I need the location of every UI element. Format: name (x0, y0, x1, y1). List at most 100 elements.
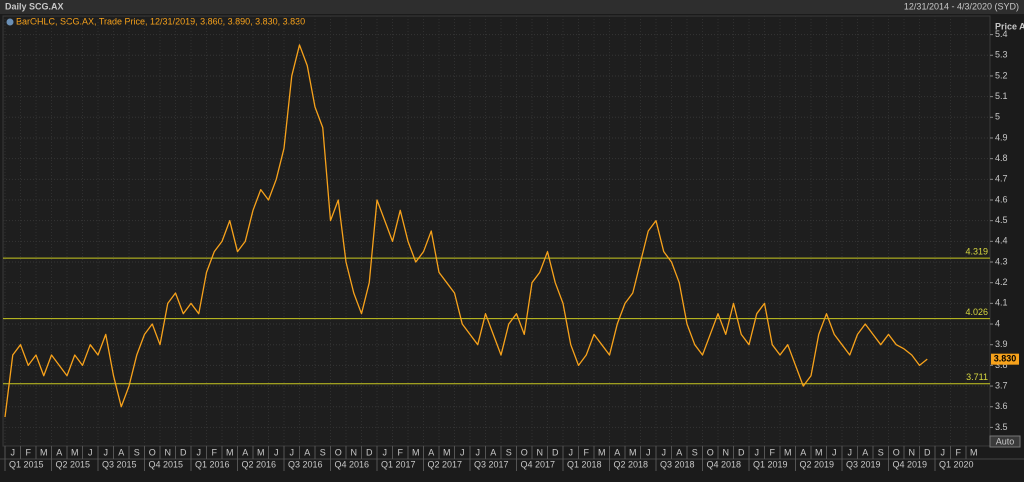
y-tick-label: 4.1 (995, 298, 1008, 308)
last-price-box (991, 353, 1019, 365)
quarter-label: Q2 2019 (800, 459, 835, 469)
x-tick-label: D (552, 447, 559, 457)
quarter-label: Q1 2018 (567, 459, 602, 469)
x-tick-label: J (569, 447, 574, 457)
y-tick-label: 3.5 (995, 422, 1008, 432)
x-tick-label: N (909, 447, 916, 457)
auto-button-label[interactable]: Auto (996, 436, 1015, 446)
quarter-label: Q3 2018 (660, 459, 695, 469)
x-tick-label: J (755, 447, 760, 457)
y-tick-label: 4.5 (995, 215, 1008, 225)
y-tick-label: 4.6 (995, 194, 1008, 204)
x-tick-label: O (893, 447, 900, 457)
x-tick-label: S (134, 447, 140, 457)
x-tick-label: F (584, 447, 590, 457)
quarter-label: Q2 2015 (56, 459, 91, 469)
x-tick-label: S (878, 447, 884, 457)
x-tick-label: J (274, 447, 279, 457)
header-bar (0, 0, 1024, 14)
x-tick-label: F (26, 447, 32, 457)
x-tick-label: M (815, 447, 823, 457)
x-tick-label: F (398, 447, 404, 457)
x-tick-label: M (629, 447, 637, 457)
y-tick-label: 4.2 (995, 277, 1008, 287)
quarter-label: Q3 2019 (846, 459, 881, 469)
y-tick-label: 4.8 (995, 153, 1008, 163)
x-tick-label: M (226, 447, 234, 457)
y-tick-label: 3.6 (995, 401, 1008, 411)
y-tick-label: 5.1 (995, 91, 1008, 101)
date-range: 12/31/2014 - 4/3/2020 (SYD) (904, 1, 1019, 11)
y-tick-label: 4 (995, 318, 1000, 328)
y-tick-label: 3.8 (995, 360, 1008, 370)
x-tick-label: A (676, 447, 682, 457)
x-tick-label: J (11, 447, 16, 457)
x-tick-label: N (165, 447, 172, 457)
reference-label: 3.711 (966, 372, 988, 382)
reference-label: 4.026 (965, 307, 988, 317)
x-tick-label: J (104, 447, 109, 457)
x-tick-label: M (257, 447, 265, 457)
quarter-label: Q1 2016 (195, 459, 230, 469)
x-tick-label: D (366, 447, 373, 457)
quarter-label: Q4 2017 (521, 459, 556, 469)
y-tick-label: 5.2 (995, 70, 1008, 80)
legend-text: BarOHLC, SCG.AX, Trade Price, 12/31/2019… (16, 16, 305, 26)
x-tick-label: S (692, 447, 698, 457)
y-tick-label: 5 (995, 112, 1000, 122)
quarter-label: Q1 2019 (753, 459, 788, 469)
x-tick-label: A (862, 447, 868, 457)
price-line (4, 44, 928, 418)
quarter-label: Q3 2015 (102, 459, 137, 469)
quarter-label: Q1 2017 (381, 459, 416, 469)
x-tick-label: J (832, 447, 837, 457)
x-tick-label: A (490, 447, 496, 457)
x-tick-label: D (180, 447, 187, 457)
y-tick-label: 5.3 (995, 50, 1008, 60)
x-tick-label: S (320, 447, 326, 457)
legend-icon (6, 18, 14, 26)
x-tick-label: D (924, 447, 931, 457)
y-tick-label: 4.7 (995, 174, 1008, 184)
x-tick-label: J (476, 447, 481, 457)
x-tick-label: J (941, 447, 946, 457)
y-tick-label: 4.9 (995, 132, 1008, 142)
y-tick-label: 5.4 (995, 29, 1008, 39)
x-tick-label: J (290, 447, 295, 457)
x-tick-label: N (351, 447, 358, 457)
quarter-label: Q3 2016 (288, 459, 323, 469)
quarter-label: Q2 2017 (428, 459, 463, 469)
x-tick-label: A (304, 447, 310, 457)
x-tick-label: F (956, 447, 962, 457)
x-tick-label: J (646, 447, 651, 457)
y-axis-label: Price AUD (995, 21, 1024, 31)
x-tick-label: F (770, 447, 776, 457)
plot-area (2, 15, 991, 447)
x-tick-label: J (662, 447, 667, 457)
quarter-label: Q2 2018 (614, 459, 649, 469)
x-tick-label: A (800, 447, 806, 457)
x-tick-label: F (212, 447, 218, 457)
x-tick-label: M (970, 447, 978, 457)
x-tick-label: M (784, 447, 792, 457)
chart-title: Daily SCG.AX (5, 1, 64, 11)
x-tick-label: N (537, 447, 544, 457)
x-tick-label: O (149, 447, 156, 457)
x-tick-label: M (443, 447, 451, 457)
quarter-label: Q4 2016 (335, 459, 370, 469)
x-tick-label: M (598, 447, 606, 457)
x-tick-label: S (506, 447, 512, 457)
y-tick-label: 4.4 (995, 236, 1008, 246)
x-tick-label: O (707, 447, 714, 457)
x-tick-label: J (460, 447, 465, 457)
x-tick-label: A (614, 447, 620, 457)
x-tick-label: J (197, 447, 202, 457)
y-tick-label: 3.7 (995, 380, 1008, 390)
reference-label: 4.319 (965, 246, 988, 256)
x-tick-label: M (40, 447, 48, 457)
x-tick-label: O (521, 447, 528, 457)
auto-button[interactable] (989, 435, 1021, 448)
quarter-label: Q4 2015 (149, 459, 184, 469)
x-tick-label: A (428, 447, 434, 457)
x-tick-label: A (242, 447, 248, 457)
